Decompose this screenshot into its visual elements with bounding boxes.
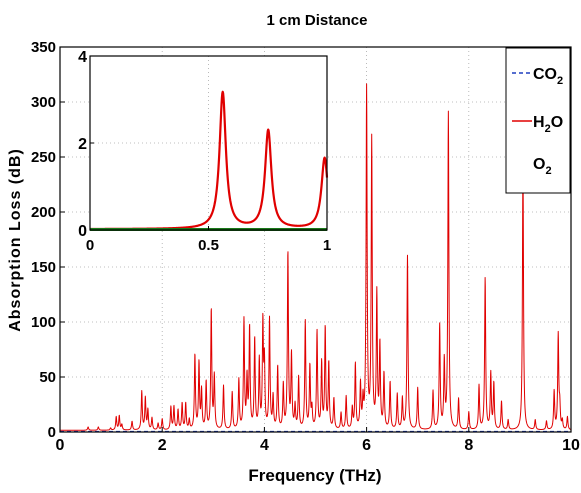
y-tick-label: 100 bbox=[31, 314, 56, 331]
y-tick-label: 350 bbox=[31, 39, 56, 56]
y-tick-label: 50 bbox=[39, 369, 56, 386]
inset-grid bbox=[90, 56, 327, 230]
inset-plot: 0 0.5 1 0 2 4 bbox=[78, 49, 331, 254]
legend-subscript: 2 bbox=[545, 165, 551, 177]
y-axis-label: Absorption Loss (dB) bbox=[7, 148, 24, 332]
inset-x-tick-label: 0 bbox=[86, 237, 94, 254]
x-tick-label: 2 bbox=[158, 437, 167, 454]
inset-ticks: 0 0.5 1 0 2 4 bbox=[78, 49, 331, 254]
inset-y-tick-label: 0 bbox=[78, 223, 87, 240]
inset-x-tick-label: 1 bbox=[323, 237, 331, 254]
inset-x-tick-label: 0.5 bbox=[198, 237, 219, 254]
legend-co2-label: CO2 bbox=[533, 66, 563, 87]
inset-y-tick-label: 2 bbox=[78, 136, 87, 153]
chart-title: 1 cm Distance bbox=[267, 12, 368, 29]
legend-text: O bbox=[533, 156, 545, 173]
plot-frame bbox=[59, 46, 572, 433]
legend-text: CO bbox=[533, 66, 557, 83]
y-tick-label: 150 bbox=[31, 259, 56, 276]
legend-text: H bbox=[533, 114, 545, 131]
legend-subscript: 2 bbox=[557, 75, 563, 87]
inset-area bbox=[90, 56, 327, 230]
x-tick-label: 0 bbox=[56, 437, 65, 454]
y-tick-label: 300 bbox=[31, 94, 56, 111]
x-axis-label: Frequency (THz) bbox=[248, 466, 381, 485]
y-tick-label: 250 bbox=[31, 149, 56, 166]
legend-text: O bbox=[551, 114, 563, 131]
y-tick-label: 0 bbox=[48, 424, 56, 441]
inset-y-tick-label: 4 bbox=[78, 49, 87, 66]
x-tick-label: 6 bbox=[362, 437, 371, 454]
legend-o2-label: O2 bbox=[533, 156, 552, 177]
x-tick-label: 4 bbox=[260, 437, 269, 454]
x-tick-label: 10 bbox=[562, 437, 580, 454]
legend-subscript: 2 bbox=[545, 123, 551, 135]
legend-h2o-label: H2O bbox=[533, 114, 563, 135]
h2o-series-line bbox=[59, 83, 572, 431]
x-tick-label: 8 bbox=[464, 437, 473, 454]
y-tick-label: 200 bbox=[31, 204, 56, 221]
